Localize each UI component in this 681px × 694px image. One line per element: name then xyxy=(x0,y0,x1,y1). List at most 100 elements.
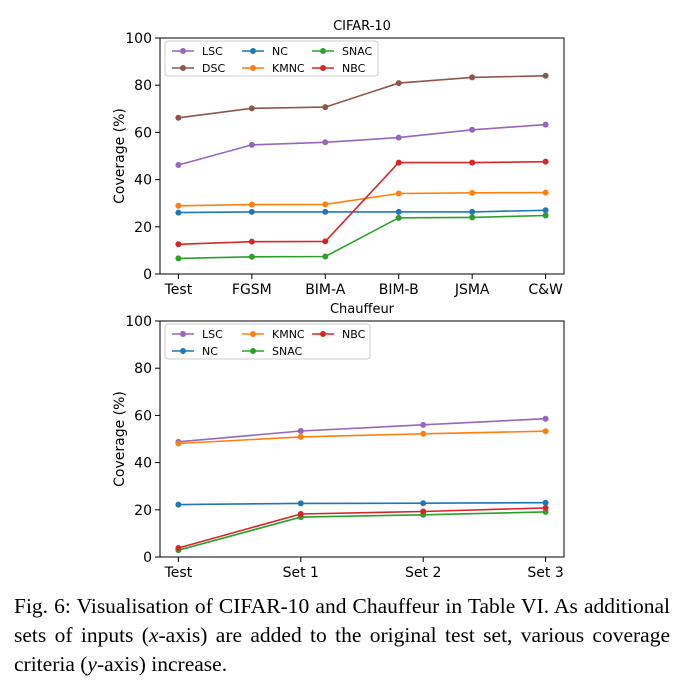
cifar-10-y-tick-label: 0 xyxy=(143,267,152,283)
chauffeur-series-kmnc-point xyxy=(297,433,304,440)
caption-x-variable: x xyxy=(148,623,159,647)
chauffeur-series-snac-line xyxy=(178,511,546,551)
chauffeur-series-lsc-line xyxy=(178,417,546,443)
cifar-10-y-axis-label: Coverage (%) xyxy=(112,108,128,204)
caption-y-variable: y xyxy=(87,652,97,676)
cifar-10-legend-dsc-label: DSC xyxy=(202,62,225,75)
chauffeur-legend-snac-label: SNAC xyxy=(272,345,303,358)
cifar-10-legend-lsc-label: LSC xyxy=(202,45,223,58)
chauffeur-series-nc-point xyxy=(297,500,304,507)
cifar-10-series-nbc-point xyxy=(542,158,549,165)
cifar-10-legend-nbc-marker xyxy=(320,65,326,71)
cifar-10-x-tick-label: BIM-A xyxy=(305,282,346,298)
cifar-10-series-snac-point xyxy=(469,214,476,221)
cifar-10-series-dsc-point xyxy=(248,105,255,112)
cifar-10-legend-dsc-marker xyxy=(180,65,186,71)
chauffeur-series-kmnc-line xyxy=(178,430,546,445)
chauffeur-series-nbc-line xyxy=(178,507,546,549)
cifar-10-series-nc-point xyxy=(248,208,255,215)
cifar-10-legend-kmnc-label: KMNC xyxy=(272,62,305,75)
cifar-10-series-nc-point xyxy=(322,208,329,215)
cifar-10-series-lsc-line xyxy=(178,123,546,166)
cifar-10-series-snac-line xyxy=(178,214,546,260)
cifar-10-legend-nc-marker xyxy=(250,48,256,54)
cifar-10-series-lsc-point xyxy=(469,126,476,133)
cifar-10-series-kmnc-point xyxy=(322,201,329,208)
chauffeur-y-tick-label: 0 xyxy=(143,550,152,566)
chauffeur-chart: Chauffeur 0 20 40 60 80 100 Coverage (%) Test Set… xyxy=(112,302,565,581)
cifar-10-legend-kmnc-marker xyxy=(250,65,256,71)
chauffeur-legend-kmnc-label: KMNC xyxy=(272,328,305,341)
cifar-10-x-tick-label: BIM-B xyxy=(379,282,419,298)
cifar-10-x-tick-label: Test xyxy=(164,282,193,298)
chauffeur-legend: LSC KMNC NBC NC SNAC xyxy=(164,323,371,360)
chauffeur-series-nbc-point xyxy=(175,545,182,552)
chauffeur-x-tick-label: Set 2 xyxy=(405,565,441,581)
cifar-10-series-dsc-point xyxy=(469,74,476,81)
cifar-10-series-lsc-point xyxy=(248,141,255,148)
caption-text-3: -axis) increase. xyxy=(96,652,228,676)
figure: CIFAR-10 0 20 40 60 80 100 Coverage (%) Test FGSM… xyxy=(112,19,565,581)
cifar-10-series-dsc-point xyxy=(395,80,402,87)
chauffeur-series-lsc-point xyxy=(297,427,304,434)
cifar-10-x-tick-label: FGSM xyxy=(232,282,272,298)
chauffeur-plot-frame xyxy=(159,320,565,558)
cifar-10-series-dsc-point xyxy=(175,114,182,121)
chauffeur-series-nbc-point xyxy=(297,511,304,518)
cifar-10-series-lsc-point xyxy=(542,121,549,128)
cifar-10-legend-nbc-label: NBC xyxy=(342,62,366,75)
cifar-10-y-tick-label: 100 xyxy=(125,31,152,47)
cifar-10-legend-nc-label: NC xyxy=(272,45,288,58)
chauffeur-title: Chauffeur xyxy=(330,302,395,317)
cifar-10-series-nbc-point xyxy=(322,238,329,245)
cifar-10-series-nc-point xyxy=(469,208,476,215)
cifar-10-series-dsc xyxy=(175,72,549,121)
chauffeur-series-lsc-point xyxy=(420,421,427,428)
chauffeur-series-kmnc-point xyxy=(542,428,549,435)
chauffeur-series-nc-line xyxy=(178,501,546,506)
cifar-10-series-snac-point xyxy=(322,253,329,260)
cifar-10-series-snac-point xyxy=(248,253,255,260)
cifar-10-series-dsc-point xyxy=(322,104,329,111)
chauffeur-series-nbc xyxy=(175,504,549,552)
chauffeur-x-tick-label: Test xyxy=(164,565,193,581)
chauffeur-x-tick-label: Set 3 xyxy=(527,565,563,581)
cifar-10-series-kmnc-line xyxy=(178,191,546,207)
cifar-10-legend-lsc-marker xyxy=(180,48,186,54)
cifar-10-series-snac-point xyxy=(542,212,549,219)
cifar-10-legend-snac-marker xyxy=(320,48,326,54)
chauffeur-series-lsc-point xyxy=(542,415,549,422)
cifar-10-series-nbc-point xyxy=(469,159,476,166)
cifar-10-series-lsc-point xyxy=(395,134,402,141)
chauffeur-legend-snac-marker xyxy=(250,348,256,354)
chauffeur-series-nbc-point xyxy=(542,504,549,511)
cifar-10-series-dsc-point xyxy=(542,72,549,79)
cifar-10-series-snac-point xyxy=(175,255,182,262)
cifar-10-series-nc-point xyxy=(175,209,182,216)
chauffeur-y-tick-label: 60 xyxy=(134,408,152,424)
cifar-10-y-tick-label: 80 xyxy=(134,78,152,94)
chauffeur-y-tick-label: 20 xyxy=(134,503,152,519)
cifar-10-y-tick-label: 20 xyxy=(134,220,152,236)
chauffeur-series-kmnc-point xyxy=(175,440,182,447)
chauffeur-legend-nbc-label: NBC xyxy=(342,328,366,341)
cifar-10-x-tick-label: C&W xyxy=(528,282,563,298)
cifar-10-series-kmnc-point xyxy=(542,189,549,196)
chauffeur-series-kmnc xyxy=(175,428,549,447)
cifar-10-legend: LSC NC SNAC DSC KMNC NBC xyxy=(164,40,379,77)
cifar-10-series-nbc-point xyxy=(248,238,255,245)
cifar-10-series-kmnc-point xyxy=(469,189,476,196)
cifar-10-y-tick-label: 60 xyxy=(134,125,152,141)
cifar-10-series-nc-point xyxy=(542,207,549,214)
cifar-10-series-dsc-line xyxy=(178,75,546,119)
chauffeur-legend-nc-label: NC xyxy=(202,345,218,358)
chauffeur-series-nc-point xyxy=(420,500,427,507)
chauffeur-legend-lsc-marker xyxy=(180,331,186,337)
chauffeur-y-tick-label: 100 xyxy=(125,314,152,330)
chauffeur-legend-nc-marker xyxy=(180,348,186,354)
cifar-10-x-tick-label: JSMA xyxy=(454,282,490,298)
chauffeur-y-tick-label: 80 xyxy=(134,361,152,377)
chauffeur-legend-kmnc-marker xyxy=(250,331,256,337)
cifar-10-series-kmnc-point xyxy=(248,201,255,208)
cifar-10-y-tick-label: 40 xyxy=(134,173,152,189)
